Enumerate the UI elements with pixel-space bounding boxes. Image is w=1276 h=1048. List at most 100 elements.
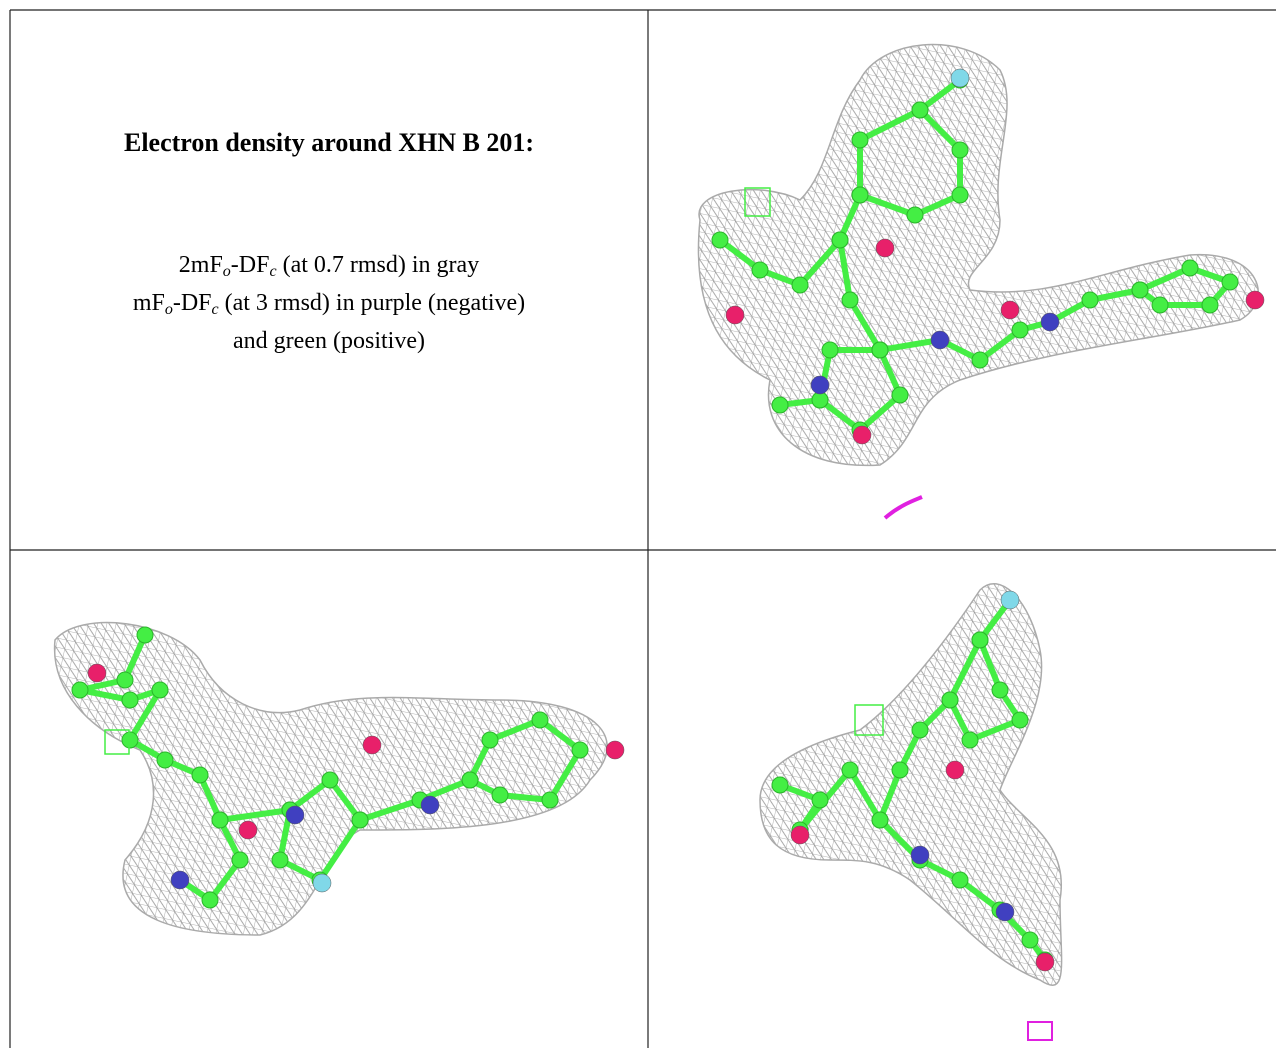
atom (906, 206, 924, 224)
molecule-renderings (53, 43, 1265, 1041)
atom (170, 870, 190, 890)
subscript: o (164, 301, 173, 318)
atom (541, 791, 559, 809)
text-run: and green (positive) (233, 328, 425, 354)
legend-line: 2mFo-DFc (at 0.7 rmsd) in gray (10, 246, 648, 284)
legend-line: mFo-DFc (at 3 rmsd) in purple (negative) (10, 284, 648, 322)
atom (841, 291, 859, 309)
atom (841, 761, 859, 779)
atom (231, 851, 249, 869)
atom (751, 261, 769, 279)
atom (910, 845, 930, 865)
atom (711, 231, 729, 249)
negative-density (883, 495, 923, 520)
subscript: o (222, 263, 231, 280)
atom (1021, 931, 1039, 949)
atom (871, 811, 889, 829)
atom (951, 186, 969, 204)
atom (362, 735, 382, 755)
atom (1201, 296, 1219, 314)
atom (791, 276, 809, 294)
atom (1000, 300, 1020, 320)
atom (271, 851, 289, 869)
density-mesh (759, 583, 1063, 986)
atom (811, 791, 829, 809)
atom (211, 811, 229, 829)
atom (1011, 711, 1029, 729)
atom (191, 766, 209, 784)
table-borders (9, 9, 1276, 1048)
atom (1131, 281, 1149, 299)
atom (891, 386, 909, 404)
atom (1151, 296, 1169, 314)
atom (1040, 312, 1060, 332)
atom (238, 820, 258, 840)
atom (151, 681, 169, 699)
atom (461, 771, 479, 789)
atom (851, 131, 869, 149)
text-run: 2mF (178, 252, 223, 278)
positive-density (104, 729, 130, 755)
atom (831, 231, 849, 249)
atom (121, 731, 139, 749)
atom (971, 351, 989, 369)
atom (771, 396, 789, 414)
atom (1081, 291, 1099, 309)
atom (725, 305, 745, 325)
atom (941, 691, 959, 709)
atom (951, 141, 969, 159)
negative-density (1027, 1021, 1053, 1041)
atom (481, 731, 499, 749)
atom (1221, 273, 1239, 291)
atom (951, 871, 969, 889)
atom (87, 663, 107, 683)
positive-density (854, 704, 884, 736)
figure-title: Electron density around XHN B 201: (123, 128, 535, 157)
atom (810, 375, 830, 395)
atom (201, 891, 219, 909)
atom (991, 681, 1009, 699)
atom (871, 341, 889, 359)
legend-line: and green (positive) (10, 322, 648, 360)
atom (852, 425, 872, 445)
atom (1035, 952, 1055, 972)
atom (961, 731, 979, 749)
atom (911, 101, 929, 119)
text-run: (at 3 rmsd) in purple (negative) (218, 290, 526, 316)
atom (875, 238, 895, 258)
text-run: -DF (230, 252, 270, 278)
text-run: -DF (172, 290, 212, 316)
atom (950, 68, 970, 88)
atom (790, 825, 810, 845)
atom (851, 186, 869, 204)
atom (351, 811, 369, 829)
text-run: (at 0.7 rmsd) in gray (276, 252, 480, 278)
atom (116, 671, 134, 689)
subscript: c (269, 263, 277, 280)
text-run: mF (132, 290, 165, 316)
atom (1245, 290, 1265, 310)
positive-density (744, 187, 771, 217)
atom (312, 873, 332, 893)
atom (945, 760, 965, 780)
atom (811, 391, 829, 409)
atom (491, 786, 509, 804)
atom (1011, 321, 1029, 339)
atom (821, 341, 839, 359)
bond (718, 237, 843, 288)
atom (420, 795, 440, 815)
atom (1000, 590, 1020, 610)
atom (891, 761, 909, 779)
atom (531, 711, 549, 729)
subscript: c (211, 301, 219, 318)
atom (995, 902, 1015, 922)
density-mesh (697, 43, 1259, 467)
atom (930, 330, 950, 350)
atom (136, 626, 154, 644)
atom (321, 771, 339, 789)
atom (971, 631, 989, 649)
atom (1181, 259, 1199, 277)
atom (605, 740, 625, 760)
